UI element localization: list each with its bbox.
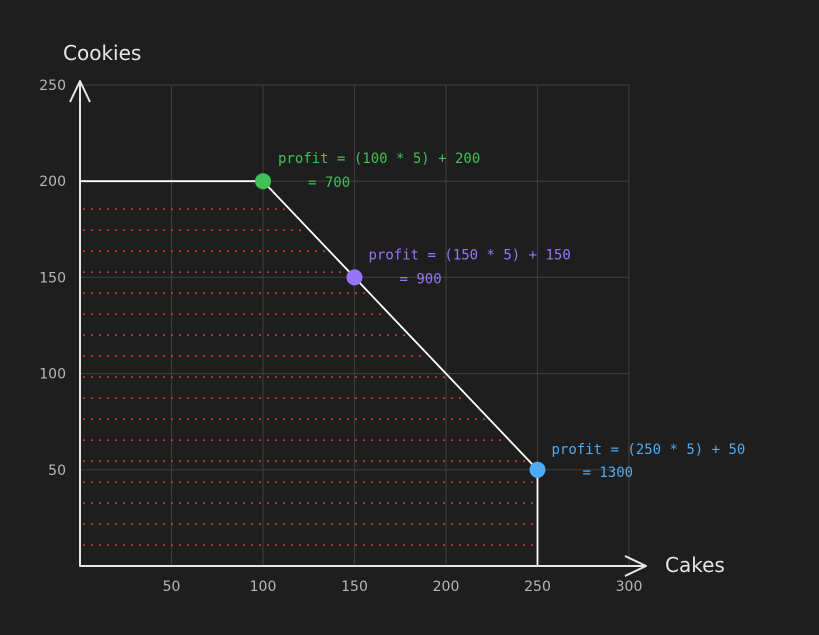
profit-annotation-line1: profit = (100 * 5) + 200 (278, 151, 480, 167)
x-tick-label: 300 (616, 579, 643, 595)
x-tick-label: 250 (524, 579, 551, 595)
y-tick-label: 100 (39, 367, 66, 383)
vertex-point (529, 461, 546, 478)
y-axis-title: Cookies (63, 41, 141, 65)
x-axis-arrow (624, 555, 647, 577)
x-axis-title: Cakes (665, 553, 725, 577)
y-axis-arrow (69, 80, 91, 103)
y-tick-label: 250 (39, 78, 66, 94)
profit-annotation-line1: profit = (250 * 5) + 50 (552, 442, 746, 458)
profit-annotation-line2: = 1300 (583, 465, 634, 481)
y-tick-label: 200 (39, 174, 66, 190)
x-tick-label: 50 (163, 579, 181, 595)
vertex-points (255, 173, 546, 478)
axes (69, 80, 647, 577)
x-tick-label: 150 (341, 579, 368, 595)
y-tick-label: 50 (48, 463, 66, 479)
profit-annotations: profit = (100 * 5) + 200 = 700 profit = (1… (278, 151, 745, 481)
profit-annotation-line2: = 700 (308, 175, 350, 191)
x-tick-label: 200 (433, 579, 460, 595)
profit-annotation-line2: = 900 (400, 271, 442, 287)
feasible-region-hatch (83, 208, 534, 547)
x-tick-label: 100 (250, 579, 277, 595)
vertex-point (346, 269, 363, 286)
vertex-point (255, 173, 271, 190)
tick-labels: 50 100 150 200 250 300 50 100 150 200 250 (39, 78, 642, 595)
profit-annotation-line1: profit = (150 * 5) + 150 (369, 247, 571, 263)
y-tick-label: 150 (39, 270, 66, 286)
